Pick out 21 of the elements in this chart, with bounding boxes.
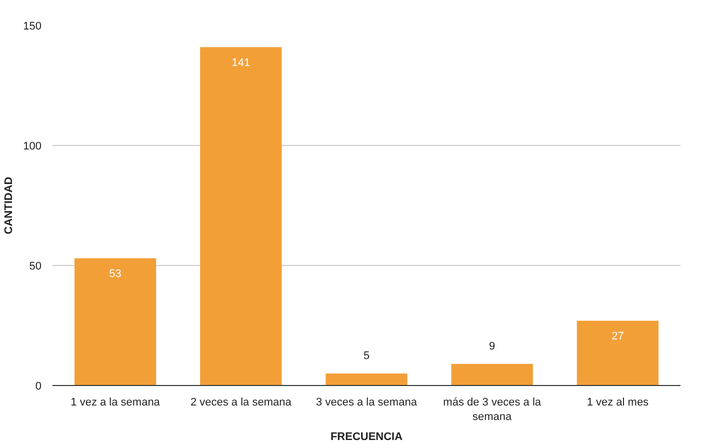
- bar: [451, 364, 533, 386]
- bar: [74, 258, 156, 386]
- bar: [576, 320, 659, 386]
- data-label: 27: [612, 330, 624, 342]
- bar: [200, 47, 282, 386]
- x-tick-label: más de 3 veces a la semana: [443, 396, 542, 423]
- x-tick-label: 1 vez al mes: [586, 396, 650, 408]
- y-tick-label: 150: [23, 20, 42, 32]
- x-tick-label: 3 veces a la semana: [316, 396, 418, 408]
- y-tick-label: 0: [35, 380, 42, 392]
- x-axis-title: FRECUENCIA: [330, 430, 403, 443]
- y-tick-label: 100: [23, 140, 42, 152]
- y-axis-title: CANTIDAD: [3, 176, 16, 234]
- data-label: 9: [489, 340, 496, 352]
- bar: [326, 374, 408, 386]
- data-label: 141: [232, 56, 250, 69]
- x-tick-label: 1 vez a la semana: [70, 396, 161, 408]
- data-label: 53: [109, 268, 122, 280]
- data-label: 5: [363, 350, 370, 362]
- y-tick-label: 50: [29, 260, 42, 272]
- x-tick-label: 2 veces a la semana: [190, 396, 292, 408]
